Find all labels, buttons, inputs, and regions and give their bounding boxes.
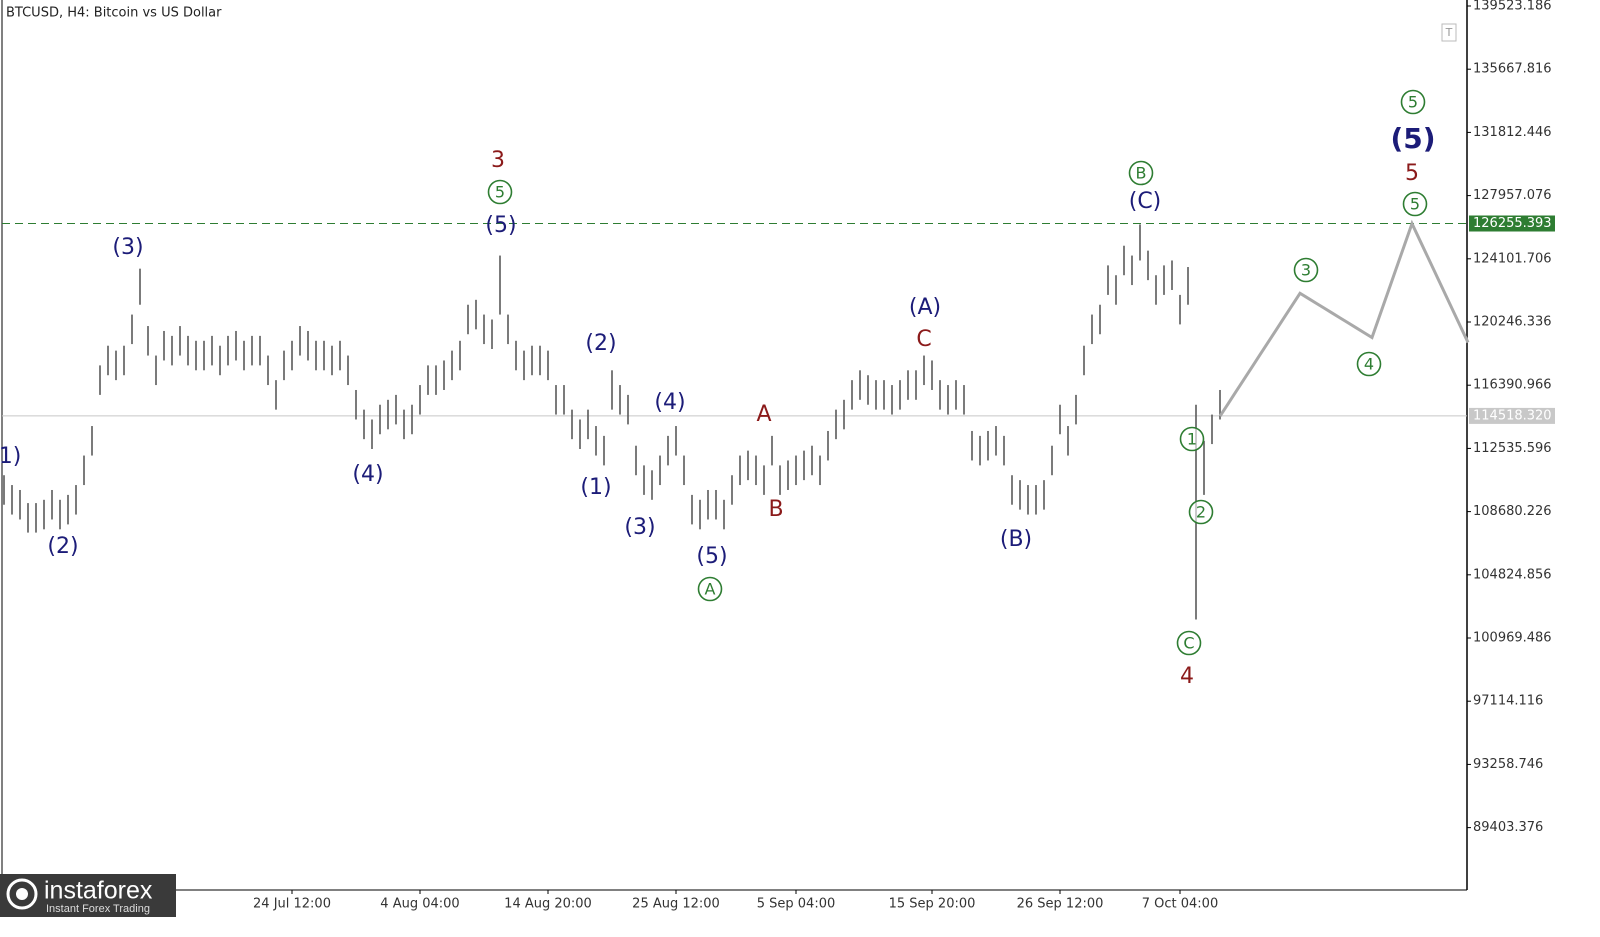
- wave-labels: 1) (2) (3) (4) 3 5 (5) (2) (1) (3) (4) (5) A A B (A) C (B…: [0, 89, 1436, 689]
- wave-label: (5): [485, 213, 516, 238]
- level-label: 126255.393: [1473, 216, 1552, 231]
- wave-circle: [1176, 630, 1202, 656]
- wave-label: A: [705, 580, 716, 599]
- wave-label: (4): [654, 390, 685, 415]
- wave-circle: [1400, 89, 1426, 115]
- wave-label: (2): [585, 331, 616, 356]
- wave-label: (3): [112, 235, 143, 260]
- wave-label: 5: [1410, 195, 1420, 214]
- wave-label: (2): [47, 534, 78, 559]
- wave-label: B: [1136, 164, 1147, 183]
- wave-label: C: [916, 327, 931, 352]
- price-bars: [3, 224, 1221, 620]
- wave-circle: [1188, 499, 1214, 525]
- wave-label: (C): [1129, 189, 1162, 214]
- wave-label: 3: [491, 148, 505, 173]
- wave-circle: [487, 179, 513, 205]
- wave-label: 4: [1180, 664, 1194, 689]
- wave-label: (5): [696, 544, 727, 569]
- wave-label: 5: [1405, 161, 1419, 186]
- logo-icon-center: [16, 888, 28, 900]
- y-tick-label: 104824.856: [1473, 567, 1552, 582]
- wave-label: A: [756, 402, 771, 427]
- x-tick-label: 5 Sep 04:00: [757, 897, 836, 912]
- logo: instaforex Instant Forex Trading: [0, 874, 176, 917]
- wave-label: (1): [580, 475, 611, 500]
- x-tick-label: 25 Aug 12:00: [632, 897, 720, 912]
- y-tick-label: 108680.226: [1473, 504, 1552, 519]
- wave-circle: [1356, 351, 1382, 377]
- wave-circle: [697, 576, 723, 602]
- logo-name: instaforex: [44, 877, 153, 905]
- x-tick-label: 4 Aug 04:00: [380, 897, 459, 912]
- logo-icon: [6, 878, 38, 910]
- y-tick-label: 135667.816: [1473, 62, 1552, 77]
- wave-label: (A): [909, 295, 941, 320]
- y-tick-label: 120246.336: [1473, 315, 1552, 330]
- axes: 139523.186 135667.816 131812.446 127957.076…: [253, 0, 1555, 912]
- y-tick-label: 112535.596: [1473, 441, 1552, 456]
- trade-button[interactable]: [1441, 23, 1457, 42]
- y-tick-label: 100969.486: [1473, 631, 1552, 646]
- y-tick-label: 116390.966: [1473, 378, 1552, 393]
- wave-label: 4: [1364, 355, 1374, 374]
- level-label-box: [1469, 407, 1555, 424]
- wave-label: (4): [352, 462, 383, 487]
- x-tick-label: 26 Sep 12:00: [1017, 897, 1104, 912]
- x-tick-label: 14 Aug 20:00: [504, 897, 592, 912]
- wave-circle: [1293, 257, 1319, 283]
- wave-label: 5: [495, 183, 505, 202]
- y-tick-label: 89403.376: [1473, 820, 1543, 835]
- wave-label: C: [1183, 634, 1194, 653]
- forecast: [1218, 219, 1470, 418]
- level-label-box: [1469, 215, 1555, 232]
- wave-circle: [1128, 160, 1154, 186]
- x-tick-label: 24 Jul 12:00: [253, 897, 331, 912]
- y-tick-label: 139523.186: [1473, 0, 1552, 13]
- wave-label: (5): [1390, 122, 1435, 155]
- levels: [2, 222, 1467, 417]
- wave-label: 1): [0, 444, 21, 469]
- wave-label: 2: [1196, 503, 1206, 522]
- chart-title: BTCUSD, H4: Bitcoin vs US Dollar: [6, 6, 222, 21]
- y-tick-label: 97114.116: [1473, 694, 1543, 709]
- wave-label: (B): [1000, 527, 1032, 552]
- wave-label: B: [768, 497, 783, 522]
- wave-label: 5: [1408, 93, 1418, 112]
- trade-button-icon[interactable]: T: [1445, 26, 1453, 39]
- wave-circle: [1402, 191, 1428, 217]
- y-tick-label: 124101.706: [1473, 251, 1552, 266]
- y-tick-label: 131812.446: [1473, 125, 1552, 140]
- forecast-line: [1218, 219, 1470, 418]
- x-tick-label: 7 Oct 04:00: [1142, 897, 1218, 912]
- wave-circle: [1179, 426, 1205, 452]
- logo-tagline: Instant Forex Trading: [46, 903, 150, 915]
- level-label: 114518.320: [1473, 408, 1552, 423]
- y-tick-label: 93258.746: [1473, 757, 1543, 772]
- x-tick-label: 15 Sep 20:00: [889, 897, 976, 912]
- wave-label: 3: [1301, 261, 1311, 280]
- y-tick-label: 127957.076: [1473, 188, 1552, 203]
- wave-label: 1: [1187, 430, 1197, 449]
- wave-label: (3): [624, 515, 655, 540]
